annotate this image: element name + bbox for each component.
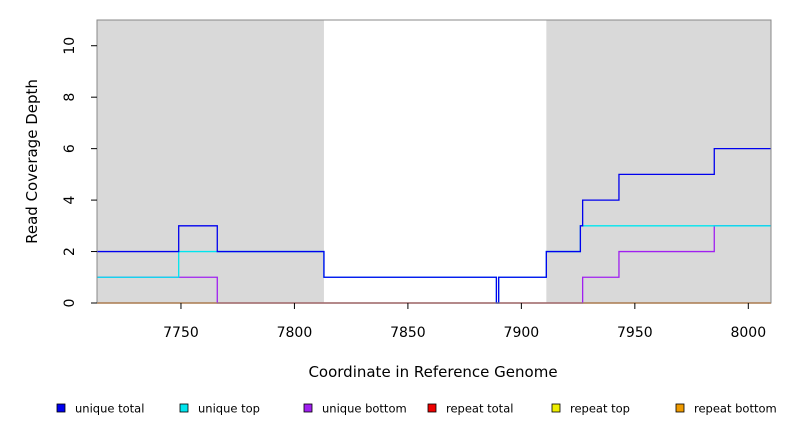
legend-label: repeat total <box>446 402 513 416</box>
legend-label: repeat top <box>570 402 630 416</box>
legend-swatch <box>56 403 66 413</box>
y-axis-title: Read Coverage Depth <box>23 79 41 244</box>
x-tick-label: 7900 <box>504 325 540 341</box>
legend-swatch <box>551 403 561 413</box>
legend-label: unique bottom <box>322 402 407 416</box>
legend-swatch <box>303 403 313 413</box>
x-tick-label: 8000 <box>730 325 766 341</box>
legend-swatch <box>179 403 189 413</box>
series-line-unique-bottom <box>97 225 771 304</box>
x-axis-title: Coordinate in Reference Genome <box>308 363 557 381</box>
plot-frame <box>96 19 772 304</box>
series-line-unique-total <box>97 147 771 304</box>
axes: 7750 7800 7850 7900 7950 8000 0 2 4 6 8 10 <box>62 19 772 341</box>
y-tick-label: 4 <box>62 196 78 205</box>
y-tick-label: 2 <box>62 247 78 256</box>
legend-item-repeat-top: repeat top <box>551 402 630 416</box>
y-tick-label: 0 <box>62 299 78 308</box>
x-tick-label: 7800 <box>277 325 313 341</box>
x-tick-label: 7750 <box>163 325 199 341</box>
y-tick-label: 10 <box>62 37 78 55</box>
legend-label: repeat bottom <box>694 402 777 416</box>
legend-label: unique top <box>198 402 260 416</box>
y-tick-label: 8 <box>62 93 78 102</box>
legend-swatch <box>427 403 437 413</box>
legend-item-unique-top: unique top <box>179 402 260 416</box>
legend-item-unique-bottom: unique bottom <box>303 402 407 416</box>
x-tick-label: 7850 <box>390 325 426 341</box>
plot-background <box>97 20 771 303</box>
x-tick-label: 7950 <box>617 325 653 341</box>
legend-item-repeat-bottom: repeat bottom <box>675 402 777 416</box>
legend-swatch <box>675 403 685 413</box>
shaded-region-1 <box>97 20 324 303</box>
legend-item-unique-total: unique total <box>56 402 144 416</box>
legend-item-repeat-total: repeat total <box>427 402 513 416</box>
y-tick-label: 6 <box>62 144 78 153</box>
legend: unique total unique top unique bottom repea… <box>56 402 777 416</box>
legend-label: unique total <box>75 402 144 416</box>
shaded-region-2 <box>546 20 771 303</box>
